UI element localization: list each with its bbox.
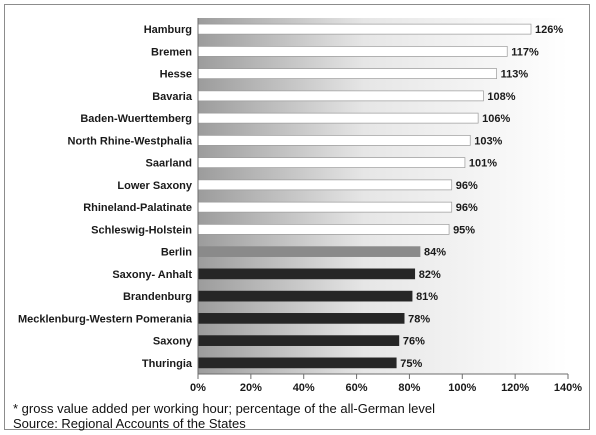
footnote: * gross value added per working hour; pe…	[13, 401, 436, 416]
data-label: 75%	[400, 358, 422, 370]
category-label: Baden-Wuerttemberg	[80, 113, 192, 125]
data-label: 103%	[474, 135, 502, 147]
bar	[197, 157, 466, 168]
x-tick-label: 80%	[398, 382, 420, 394]
bar	[197, 135, 471, 146]
bar	[197, 357, 397, 369]
bar	[197, 46, 508, 57]
data-label: 82%	[419, 269, 441, 281]
category-label: Saxony	[153, 336, 193, 348]
data-label: 108%	[487, 91, 515, 103]
category-label: North Rhine-Westphalia	[68, 135, 193, 147]
data-label: 76%	[403, 336, 425, 348]
category-label: Lower Saxony	[117, 180, 192, 192]
data-label: 81%	[416, 291, 438, 303]
category-label: Hesse	[160, 69, 192, 81]
bar	[197, 90, 484, 102]
bar	[197, 313, 405, 324]
x-tick-label: 40%	[293, 382, 315, 394]
category-label: Saxony- Anhalt	[112, 269, 192, 281]
category-label: Schleswig-Holstein	[91, 224, 192, 236]
data-label: 113%	[501, 69, 529, 81]
category-label: Brandenburg	[123, 291, 192, 303]
bar	[197, 112, 479, 124]
category-label: Thuringia	[142, 358, 193, 370]
data-label: 95%	[453, 224, 475, 236]
data-label: 84%	[424, 247, 446, 259]
data-label: 96%	[456, 180, 478, 192]
category-label: Berlin	[161, 247, 192, 259]
data-label: 126%	[535, 24, 563, 36]
data-label: 96%	[456, 202, 478, 214]
bar	[197, 290, 413, 302]
x-tick-label: 120%	[501, 382, 529, 394]
data-label: 101%	[469, 158, 497, 170]
data-label: 106%	[482, 113, 510, 125]
category-label: Hamburg	[144, 24, 192, 36]
x-tick-label: 140%	[554, 382, 582, 394]
category-label: Bremen	[151, 46, 192, 58]
category-label: Bavaria	[152, 91, 193, 103]
x-tick-label: 60%	[346, 382, 368, 394]
bar	[197, 201, 453, 213]
bar	[197, 224, 450, 235]
data-label: 78%	[408, 313, 430, 325]
bar	[197, 246, 421, 257]
source-note: Source: Regional Accounts of the States	[13, 416, 246, 431]
category-label: Rhineland-Palatinate	[83, 202, 192, 214]
x-tick-label: 100%	[448, 382, 476, 394]
category-label: Saarland	[146, 158, 192, 170]
category-label: Mecklenburg-Western Pomerania	[18, 313, 193, 325]
bar	[197, 335, 400, 346]
bar	[197, 179, 453, 191]
data-label: 117%	[511, 46, 539, 58]
bar	[197, 23, 532, 35]
bar	[197, 268, 416, 280]
bar	[197, 68, 497, 79]
x-tick-label: 20%	[240, 382, 262, 394]
x-tick-label: 0%	[190, 382, 206, 394]
